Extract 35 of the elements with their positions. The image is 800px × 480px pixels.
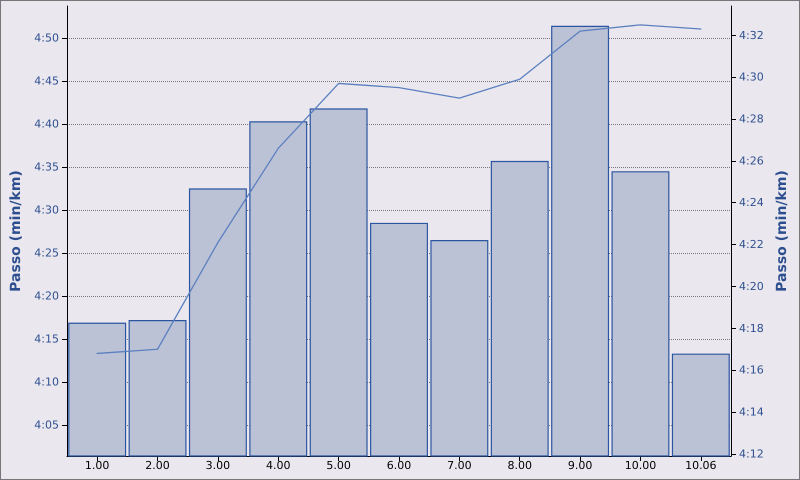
y2-tick-label: 4:12	[739, 447, 764, 460]
y-axis-title: Passo (min/km)	[8, 170, 24, 292]
y2-tick-label: 4:24	[739, 196, 764, 210]
y-tick-label: 4:50	[34, 31, 59, 44]
x-tick-label: 4.00	[266, 459, 291, 472]
x-tick-label: 1.00	[84, 459, 110, 472]
y-tick-label: 4:40	[34, 117, 59, 130]
y-tick-label: 4:30	[34, 203, 59, 216]
y2-tick-label: 4:26	[739, 154, 764, 168]
x-tick-label: 10.06	[685, 459, 717, 472]
x-tick-label: 5.00	[326, 459, 351, 472]
y-tick-label: 4:35	[34, 160, 59, 174]
y2-tick-label: 4:28	[739, 112, 764, 126]
x-tick-label: 10.00	[624, 459, 656, 472]
y2-axis-title: Passo (min/km)	[774, 170, 790, 292]
y2-tick-label: 4:20	[739, 280, 764, 293]
y2-tick-label: 4:32	[739, 28, 764, 42]
x-tick-label: 7.00	[447, 459, 472, 472]
y-tick-label: 4:20	[34, 289, 59, 302]
y-tick-label: 4:45	[34, 74, 59, 88]
y-tick-label: 4:05	[34, 418, 59, 432]
y2-tick-label: 4:16	[739, 364, 764, 377]
y-tick-label: 4:10	[34, 376, 59, 389]
x-tick-label: 8.00	[507, 459, 532, 472]
line-series	[96, 24, 702, 354]
x-tick-label: 9.00	[568, 459, 592, 472]
x-tick-label: 3.00	[206, 459, 230, 472]
x-tick-label: 6.00	[386, 459, 412, 472]
y2-tick-label: 4:14	[739, 406, 764, 419]
x-tick-label: 2.00	[145, 459, 170, 472]
y2-tick-label: 4:30	[739, 70, 764, 84]
y2-tick-label: 4:22	[739, 238, 764, 252]
y2-tick-label: 4:18	[739, 322, 764, 335]
y-tick-label: 4:15	[34, 332, 59, 346]
y-tick-label: 4:25	[34, 246, 59, 260]
